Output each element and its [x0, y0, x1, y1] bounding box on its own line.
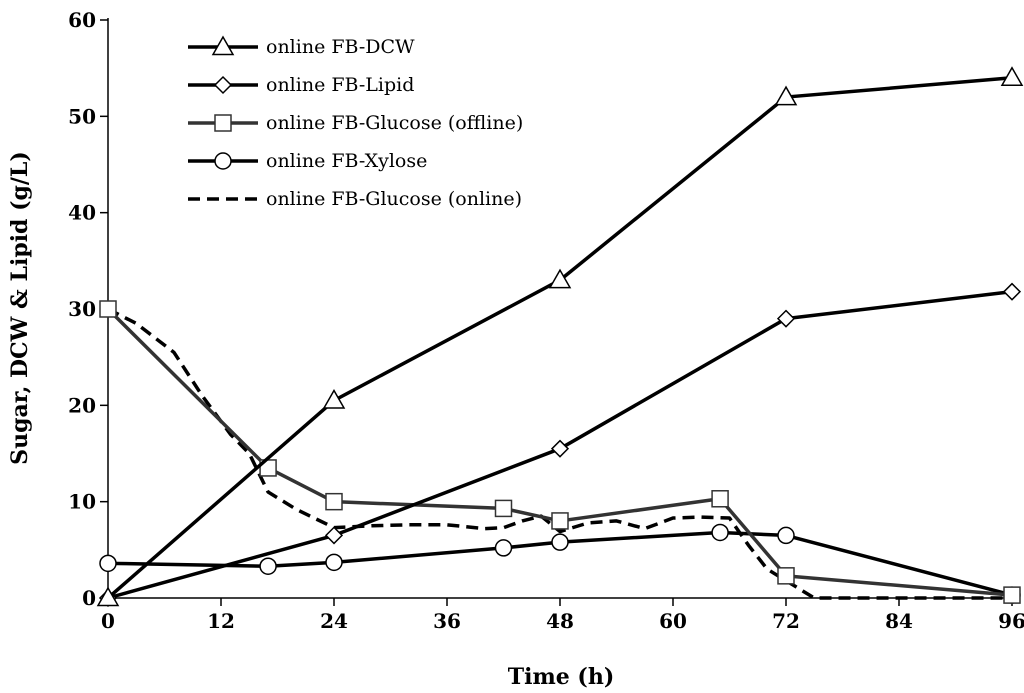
triangle-marker: [96, 586, 120, 607]
square-marker: [494, 499, 513, 518]
square-marker: [99, 300, 117, 318]
y-tick-label: 10: [68, 490, 96, 514]
x-tick-label: 36: [433, 609, 461, 633]
legend-item: online FB-Lipid: [188, 74, 414, 96]
diamond-marker: [324, 526, 344, 545]
legend-item: online FB-Xylose: [188, 150, 427, 172]
series-line: [107, 307, 1012, 600]
circle-marker: [99, 554, 117, 573]
diamond-marker: [213, 75, 233, 95]
legend-label: online FB-Glucose (online): [266, 188, 522, 210]
x-tick-label: 96: [998, 609, 1024, 633]
square-marker: [214, 114, 232, 132]
y-tick-label: 0: [82, 586, 96, 610]
diamond-marker: [776, 309, 796, 328]
legend-label: online FB-DCW: [266, 36, 415, 58]
x-tick-label: 72: [772, 609, 800, 633]
circle-marker: [777, 526, 795, 545]
y-tick-label: 30: [68, 297, 96, 321]
circle-marker: [551, 533, 569, 551]
x-tick-label: 84: [885, 609, 913, 633]
circle-marker: [711, 523, 729, 542]
legend-label: online FB-Glucose (offline): [266, 112, 523, 134]
square-marker: [711, 490, 729, 508]
y-axis-title: Sugar, DCW & Lipid (g/L): [7, 151, 33, 465]
x-tick-label: 0: [101, 609, 115, 633]
diamond-marker: [550, 439, 570, 458]
y-tick-label: 20: [68, 393, 96, 417]
series-layer: [96, 66, 1024, 608]
diamond-marker: [1002, 282, 1022, 301]
square-marker: [1003, 586, 1021, 604]
x-axis-title: Time (h): [508, 664, 614, 690]
triangle-marker: [1000, 66, 1024, 87]
x-tick-label: 12: [207, 609, 235, 633]
triangle-marker: [322, 389, 346, 409]
series-3: [99, 523, 1021, 604]
circle-marker: [325, 553, 343, 572]
y-tick-label: 60: [68, 8, 96, 32]
series-0: [96, 66, 1024, 607]
triangle-marker: [211, 35, 235, 56]
series-2: [99, 300, 1021, 604]
circle-marker: [214, 152, 232, 170]
circle-marker: [494, 539, 513, 557]
x-tick-label: 24: [320, 609, 348, 633]
series-4: [107, 307, 1012, 600]
circle-marker: [259, 557, 277, 575]
triangle-marker: [548, 268, 572, 289]
legend-label: online FB-Lipid: [266, 74, 414, 96]
triangle-marker: [774, 85, 798, 106]
legend-label: online FB-Xylose: [266, 150, 427, 172]
legend-item: online FB-DCW: [188, 35, 415, 58]
x-tick-label: 60: [659, 609, 687, 633]
series-line: [107, 530, 1013, 597]
legend-item: online FB-Glucose (online): [188, 188, 522, 210]
series-line: [106, 307, 1013, 597]
square-marker: [325, 492, 343, 511]
square-marker: [551, 512, 569, 530]
y-tick-label: 40: [68, 201, 96, 225]
legend-item: online FB-Glucose (offline): [188, 112, 523, 134]
series-1: [98, 282, 1022, 608]
square-marker: [777, 567, 795, 585]
axes: 0 10 20 30 40 50 60 0 12 24 36 48 60 72 84 96: [68, 8, 1024, 633]
legend: online FB-DCW online FB-Lipid online FB-Gl…: [188, 35, 523, 210]
x-tick-label: 48: [546, 609, 574, 633]
y-tick-label: 50: [68, 104, 96, 128]
